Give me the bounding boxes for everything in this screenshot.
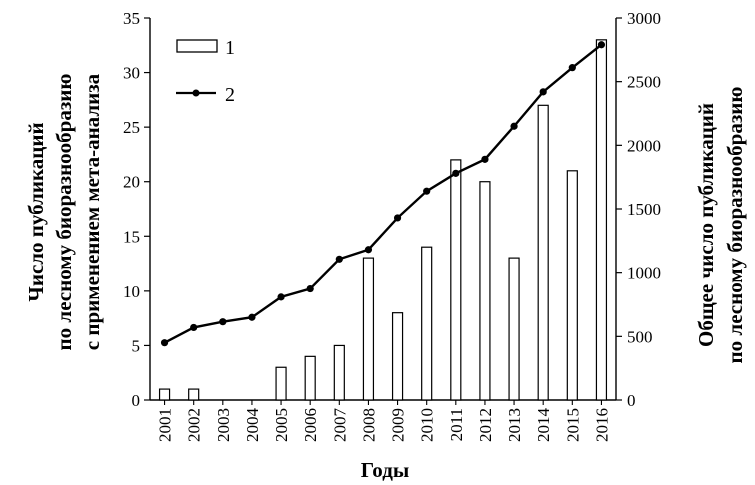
bar-series-1	[158, 39, 608, 401]
line-point	[335, 255, 343, 263]
left-tick-label: 10	[123, 282, 140, 301]
right-axis-label-line: Общее число публикаций	[694, 103, 718, 347]
right-tick-label: 0	[627, 391, 636, 410]
line-point	[190, 323, 198, 332]
left-tick-label: 35	[123, 9, 140, 28]
x-tick-label: 2010	[418, 408, 437, 442]
right-axis-label: Общее число публикаций по лесному биоразн…	[694, 87, 747, 364]
x-tick-label: 2012	[476, 408, 495, 442]
right-tick-label: 2000	[627, 136, 661, 155]
bar	[421, 246, 433, 401]
bar	[595, 39, 608, 401]
line-point	[423, 187, 431, 195]
x-tick-label: 2015	[563, 408, 582, 442]
line-point	[568, 64, 576, 72]
x-tick-label: 2014	[534, 408, 553, 443]
bar	[450, 159, 462, 401]
x-tick-label: 2002	[185, 408, 204, 442]
left-tick-label: 25	[123, 118, 140, 137]
x-tick-label: 2001	[156, 408, 175, 442]
right-axis-label-line: по лесному биоразнообразию	[723, 87, 747, 364]
legend-label-2: 2	[225, 84, 235, 106]
left-axis-label: Число публикаций по лесному биоразнообраз…	[24, 73, 104, 350]
left-axis-label-line: с применением мета-анализа	[80, 73, 104, 350]
bar	[362, 257, 375, 401]
line-point	[510, 122, 518, 130]
left-axis-label-line: Число публикаций	[24, 122, 48, 301]
axes: 0 5 10 15 20 25 30 35 0 500 1000 1500 2000 2500 3000 20…	[123, 9, 661, 442]
bar	[158, 388, 171, 401]
bar	[508, 257, 520, 401]
line-point	[160, 339, 169, 347]
left-tick-label: 0	[132, 391, 141, 410]
line-point	[597, 41, 606, 49]
x-tick-label: 2003	[214, 408, 233, 442]
line-point	[481, 155, 489, 163]
bar	[333, 344, 345, 401]
legend-label-1: 1	[225, 37, 235, 59]
right-tick-label: 3000	[627, 9, 661, 28]
left-axis-label-line: по лесному биоразнообразию	[52, 74, 76, 351]
bar	[537, 104, 549, 401]
left-tick-label: 30	[123, 64, 140, 83]
x-tick-label: 2013	[505, 408, 524, 442]
x-tick-label: 2006	[301, 408, 320, 442]
right-tick-label: 500	[627, 327, 653, 346]
x-tick-label: 2007	[330, 408, 349, 443]
line-point	[539, 88, 547, 96]
bar	[391, 312, 404, 401]
bar	[304, 355, 316, 401]
bar	[188, 388, 200, 401]
right-tick-label: 2500	[627, 73, 661, 92]
bar	[479, 181, 491, 401]
legend-bar-swatch	[176, 39, 218, 53]
x-tick-label: 2009	[389, 408, 408, 442]
right-tick-label: 1000	[627, 264, 661, 283]
x-tick-label: 2016	[592, 408, 611, 442]
line-series-2	[160, 41, 606, 347]
legend: 1 2	[176, 37, 235, 106]
bar	[275, 366, 287, 401]
x-tick-label: 2005	[272, 408, 291, 442]
line-point	[306, 284, 314, 293]
line-point	[277, 293, 285, 301]
x-tick-label: 2011	[447, 408, 466, 441]
legend-line-marker	[192, 89, 200, 97]
x-tick-label: 2004	[243, 408, 262, 443]
line-point	[219, 318, 227, 326]
line-point	[248, 313, 256, 321]
x-tick-label: 2008	[359, 408, 378, 442]
bar	[566, 170, 578, 401]
series-line	[164, 43, 603, 344]
x-axis-label: Годы	[361, 458, 409, 482]
left-tick-label: 5	[132, 336, 141, 355]
line-point	[364, 246, 373, 254]
left-tick-label: 15	[123, 227, 140, 246]
right-tick-label: 1500	[627, 200, 661, 219]
line-point	[393, 214, 402, 222]
left-tick-label: 20	[123, 173, 140, 192]
line-point	[452, 169, 460, 177]
